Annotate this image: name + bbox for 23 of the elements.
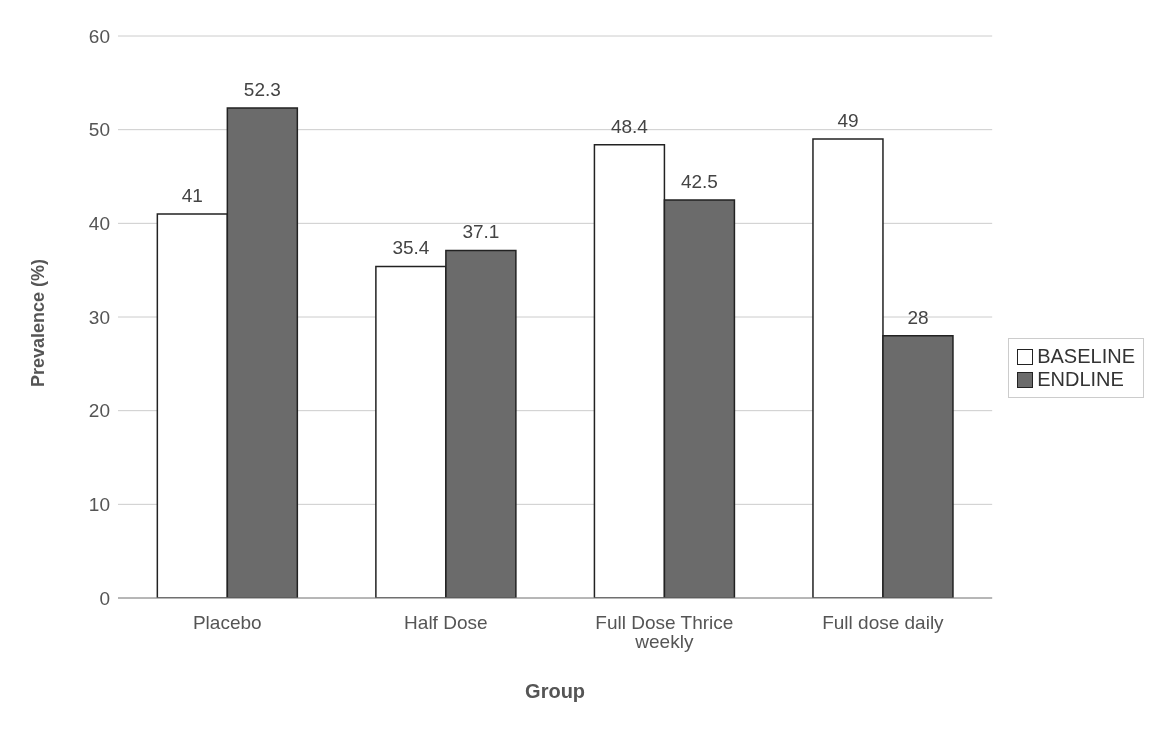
legend-label: BASELINE: [1037, 345, 1135, 368]
data-label: 49: [837, 110, 859, 132]
legend-label: ENDLINE: [1037, 368, 1124, 391]
data-label: 48.4: [610, 115, 649, 137]
x-tick-label: Full Dose Thrice weekly: [595, 612, 734, 653]
x-tick-label: Placebo: [192, 612, 262, 634]
y-tick-label: 60: [88, 25, 110, 47]
y-tick-label: 40: [88, 213, 110, 235]
x-tick-label: Full dose daily: [822, 612, 945, 634]
y-tick-label: 30: [88, 306, 110, 328]
data-label: 52.3: [243, 79, 281, 101]
x-axis-title: Group: [525, 680, 586, 702]
data-label: 41: [181, 184, 203, 206]
y-tick-label: 50: [88, 119, 110, 141]
y-tick-label: 10: [88, 494, 110, 516]
data-label: 37.1: [462, 221, 500, 243]
data-label: 42.5: [680, 170, 718, 192]
x-tick-label: Half Dose: [404, 612, 488, 634]
y-tick-label: 20: [88, 400, 110, 422]
y-axis-title: Prevalence (%): [28, 258, 49, 387]
data-label: 28: [907, 306, 929, 328]
data-label: 35.4: [392, 237, 430, 259]
y-tick-label: 0: [99, 587, 110, 609]
